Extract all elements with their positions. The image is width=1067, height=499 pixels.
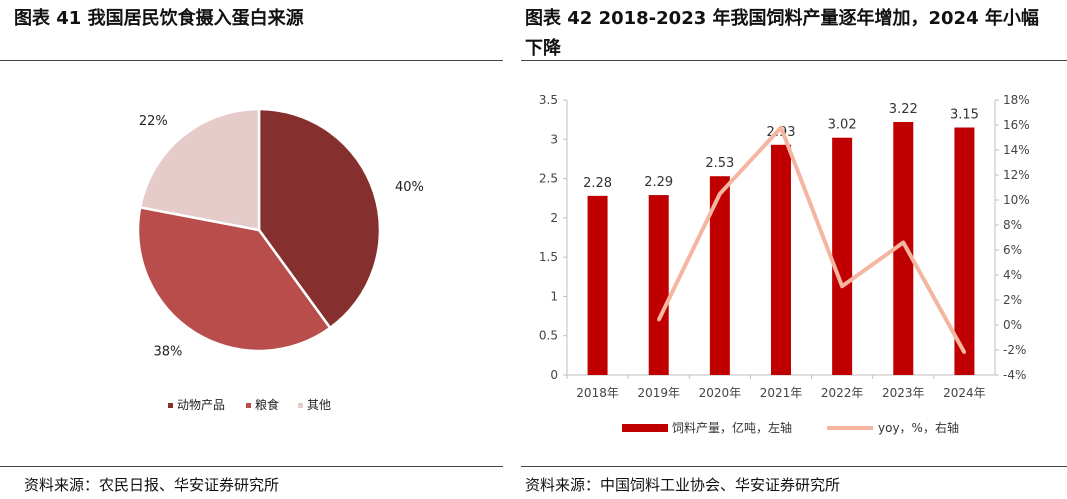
left-source-text: 资料来源：农民日报、华安证券研究所 [24,476,280,494]
y-right-tick-label: 16% [1003,118,1030,132]
yoy-point [779,126,783,129]
y-left-tick-label: 3 [550,132,558,146]
right-panel: 图表 42 2018-2023 年我国饲料产量逐年增加，2024 年小幅下降 0… [521,0,1067,499]
x-tick-label: 2021年 [760,386,803,400]
yoy-point [718,192,722,196]
y-right-tick-label: 10% [1003,193,1030,207]
legend-label-bar: 饲料产量，亿吨，左轴 [672,420,792,435]
left-chart-title: 图表 41 我国居民饮食摄入蛋白来源 [14,8,304,29]
x-tick-label: 2019年 [637,386,680,400]
legend-marker [168,403,173,408]
y-right-tick-label: 8% [1003,218,1022,232]
legend-label-line: yoy，%，右轴 [878,420,959,435]
legend-marker [246,403,251,408]
y-left-tick-label: 3.5 [539,93,558,107]
right-source-text: 资料来源：中国饲料工业协会、华安证券研究所 [525,476,841,494]
right-bottom-rule [521,466,1067,467]
left-panel: 图表 41 我国居民饮食摄入蛋白来源 40% 38% 22% 动物产品 粮食 其他 资料来… [0,0,503,499]
y-right-tick-label: 12% [1003,168,1030,182]
yoy-point [657,318,661,322]
y-right-tick-label: 6% [1003,243,1022,257]
y-right-tick-label: -4% [1003,368,1026,382]
y-right-tick-label: 14% [1003,143,1030,157]
pie-data-label: 40% [395,180,424,195]
bar-data-label: 3.15 [950,108,979,123]
y-right-tick-label: -2% [1003,343,1026,357]
yoy-point [962,351,966,354]
y-left-tick-label: 0.5 [539,329,558,343]
yoy-point [901,241,905,244]
pie-slice-1 [257,107,382,330]
right-top-rule [521,60,1067,61]
bar-data-label: 3.02 [828,118,857,133]
y-right-tick-label: 2% [1003,293,1022,307]
bar-data-label: 2.28 [583,176,612,191]
y-left-tick-label: 2.5 [539,172,558,186]
bar [648,195,669,375]
pie-slice-3 [138,107,261,232]
pie-data-label: 38% [153,345,182,360]
bar [893,122,914,375]
pie-chart: 40% 38% 22% 动物产品 粮食 其他 [136,107,424,412]
bar-data-label: 3.22 [889,102,918,117]
legend-marker-bar [622,424,668,432]
x-tick-label: 2020年 [699,386,742,400]
x-tick-label: 2018年 [576,386,619,400]
yoy-line [656,125,967,354]
bar [832,137,853,375]
x-tick-label: 2024年 [943,386,986,400]
x-tick-label: 2022年 [821,386,864,400]
legend-label: 其他 [307,398,331,412]
bar-data-label: 2.53 [705,156,734,171]
bar [709,176,730,375]
y-right-tick-label: 4% [1003,268,1022,282]
pie-data-label: 22% [139,114,168,129]
pie-slice-2 [136,205,332,353]
left-top-rule [0,60,503,61]
right-chart-title: 图表 42 2018-2023 年我国饲料产量逐年增加，2024 年小幅下降 [525,8,1039,59]
y-right-tick-label: 0% [1003,318,1022,332]
legend-marker [298,403,303,408]
y-left-tick-label: 2 [550,211,558,225]
yoy-point [840,284,844,288]
y-right-tick-label: 18% [1003,93,1030,107]
y-left-tick-label: 0 [550,368,558,382]
left-bottom-rule [0,466,503,467]
combo-chart: 00.511.522.533.5-4%-2%0%2%4%6%8%10%12%14… [539,93,1030,435]
y-left-tick-label: 1 [550,289,558,303]
bar [587,195,608,375]
bar [771,144,791,375]
bar [954,127,975,375]
legend-label: 动物产品 [177,398,225,412]
x-tick-label: 2023年 [882,386,925,400]
bar-data-label: 2.29 [644,175,673,190]
legend-label: 粮食 [255,397,279,412]
y-left-tick-label: 1.5 [539,250,558,264]
